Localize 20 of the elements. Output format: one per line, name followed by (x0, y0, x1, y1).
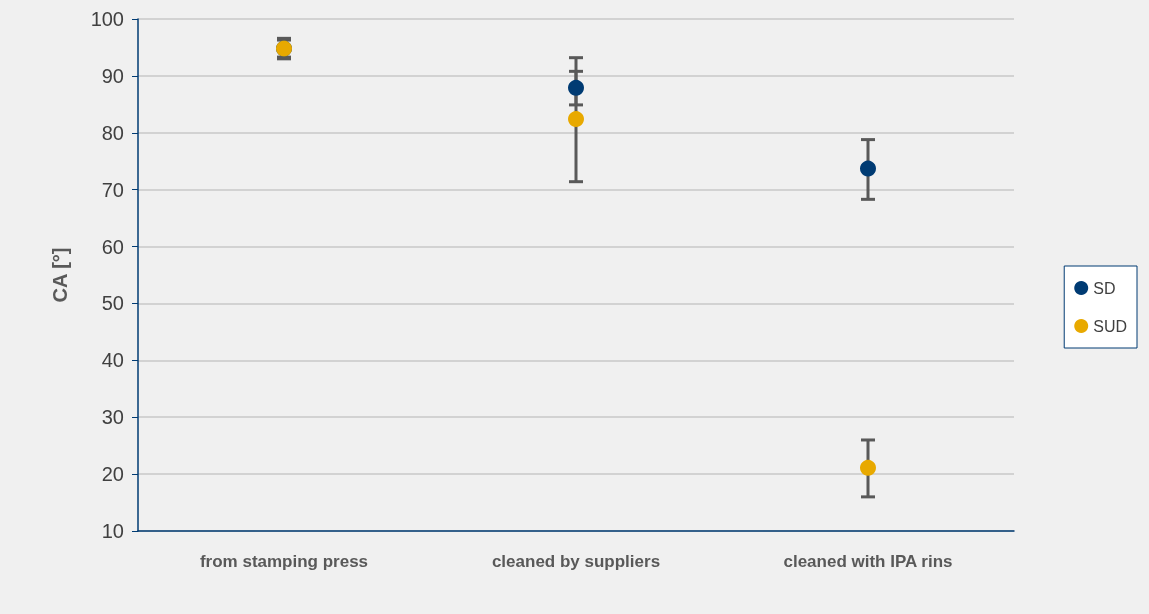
y-tick-label: 100 (90, 8, 124, 30)
y-tick-label: 30 (101, 406, 124, 429)
x-tick-label: cleaned with IPA rins (783, 552, 953, 571)
point (860, 160, 876, 177)
y-tick-label: 10 (101, 520, 124, 542)
y-tick-label: 40 (101, 349, 124, 372)
legend-label: SD (1093, 279, 1116, 297)
y-tick-label: 20 (101, 463, 124, 486)
y-tick-label: 80 (101, 121, 124, 144)
y-tick-label: 70 (101, 178, 124, 201)
point (568, 111, 584, 128)
x-tick-label: from stamping press (199, 552, 369, 571)
point (860, 459, 876, 476)
point (568, 79, 584, 96)
y-tick-label: 50 (101, 292, 124, 315)
legend-label: SUD (1093, 317, 1127, 335)
y-tick-label: 90 (101, 64, 124, 87)
x-tick-label: cleaned by suppliers (491, 552, 661, 571)
y-axis-title: CA [°] (49, 247, 71, 303)
y-tick-label: 60 (101, 235, 124, 258)
